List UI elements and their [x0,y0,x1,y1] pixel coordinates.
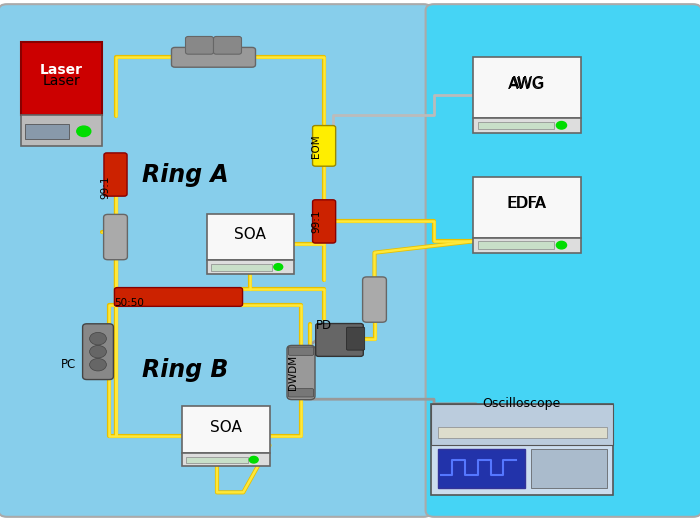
Bar [182,406,270,453]
FancyBboxPatch shape [288,347,314,355]
Bar [478,241,554,249]
Bar [438,427,607,438]
Bar [473,57,581,118]
Text: EDFA: EDFA [507,196,546,210]
Text: DWDM: DWDM [288,355,298,390]
Bar [473,118,581,133]
Circle shape [556,241,566,249]
FancyBboxPatch shape [172,47,256,67]
Text: SOA: SOA [210,420,242,435]
Text: Oscilloscope: Oscilloscope [482,398,561,410]
Circle shape [274,264,283,270]
FancyBboxPatch shape [363,277,386,322]
Bar [478,121,554,129]
FancyBboxPatch shape [312,200,336,243]
Text: EDFA: EDFA [508,196,546,211]
FancyBboxPatch shape [214,36,242,54]
FancyBboxPatch shape [186,36,214,54]
Text: PC: PC [61,358,76,371]
Bar [531,449,607,488]
Bar [186,457,248,463]
FancyBboxPatch shape [288,389,314,397]
FancyBboxPatch shape [346,327,365,350]
Circle shape [90,332,106,345]
Text: EOM: EOM [312,134,321,158]
Text: 99:1: 99:1 [312,209,321,233]
FancyBboxPatch shape [287,345,315,400]
Text: 50:50: 50:50 [115,298,144,308]
FancyBboxPatch shape [83,324,113,379]
Bar [206,214,294,260]
Bar [430,404,612,445]
Text: AWG: AWG [508,77,545,92]
FancyBboxPatch shape [104,215,127,259]
Bar [182,453,270,466]
Bar [206,260,294,274]
FancyBboxPatch shape [115,288,243,306]
Text: 99:1: 99:1 [101,176,111,200]
FancyBboxPatch shape [316,324,363,356]
FancyBboxPatch shape [312,126,336,166]
Circle shape [556,121,566,129]
Text: Laser: Laser [43,74,80,88]
Text: PD: PD [316,319,332,332]
Bar [438,449,525,488]
Bar [21,115,102,146]
Circle shape [90,358,106,371]
Text: Ring B: Ring B [142,358,229,382]
FancyBboxPatch shape [0,4,432,517]
Bar [25,124,69,139]
Text: Laser: Laser [40,63,83,77]
Circle shape [90,345,106,358]
FancyBboxPatch shape [426,4,700,517]
Text: Ring A: Ring A [142,163,229,187]
Bar [430,404,612,495]
Text: AWG: AWG [508,76,545,91]
Bar [473,177,581,238]
FancyBboxPatch shape [104,153,127,196]
Circle shape [77,126,91,137]
Bar [473,238,581,253]
Bar [211,264,272,270]
Bar [21,42,102,115]
Text: SOA: SOA [234,227,266,242]
Circle shape [249,456,258,463]
